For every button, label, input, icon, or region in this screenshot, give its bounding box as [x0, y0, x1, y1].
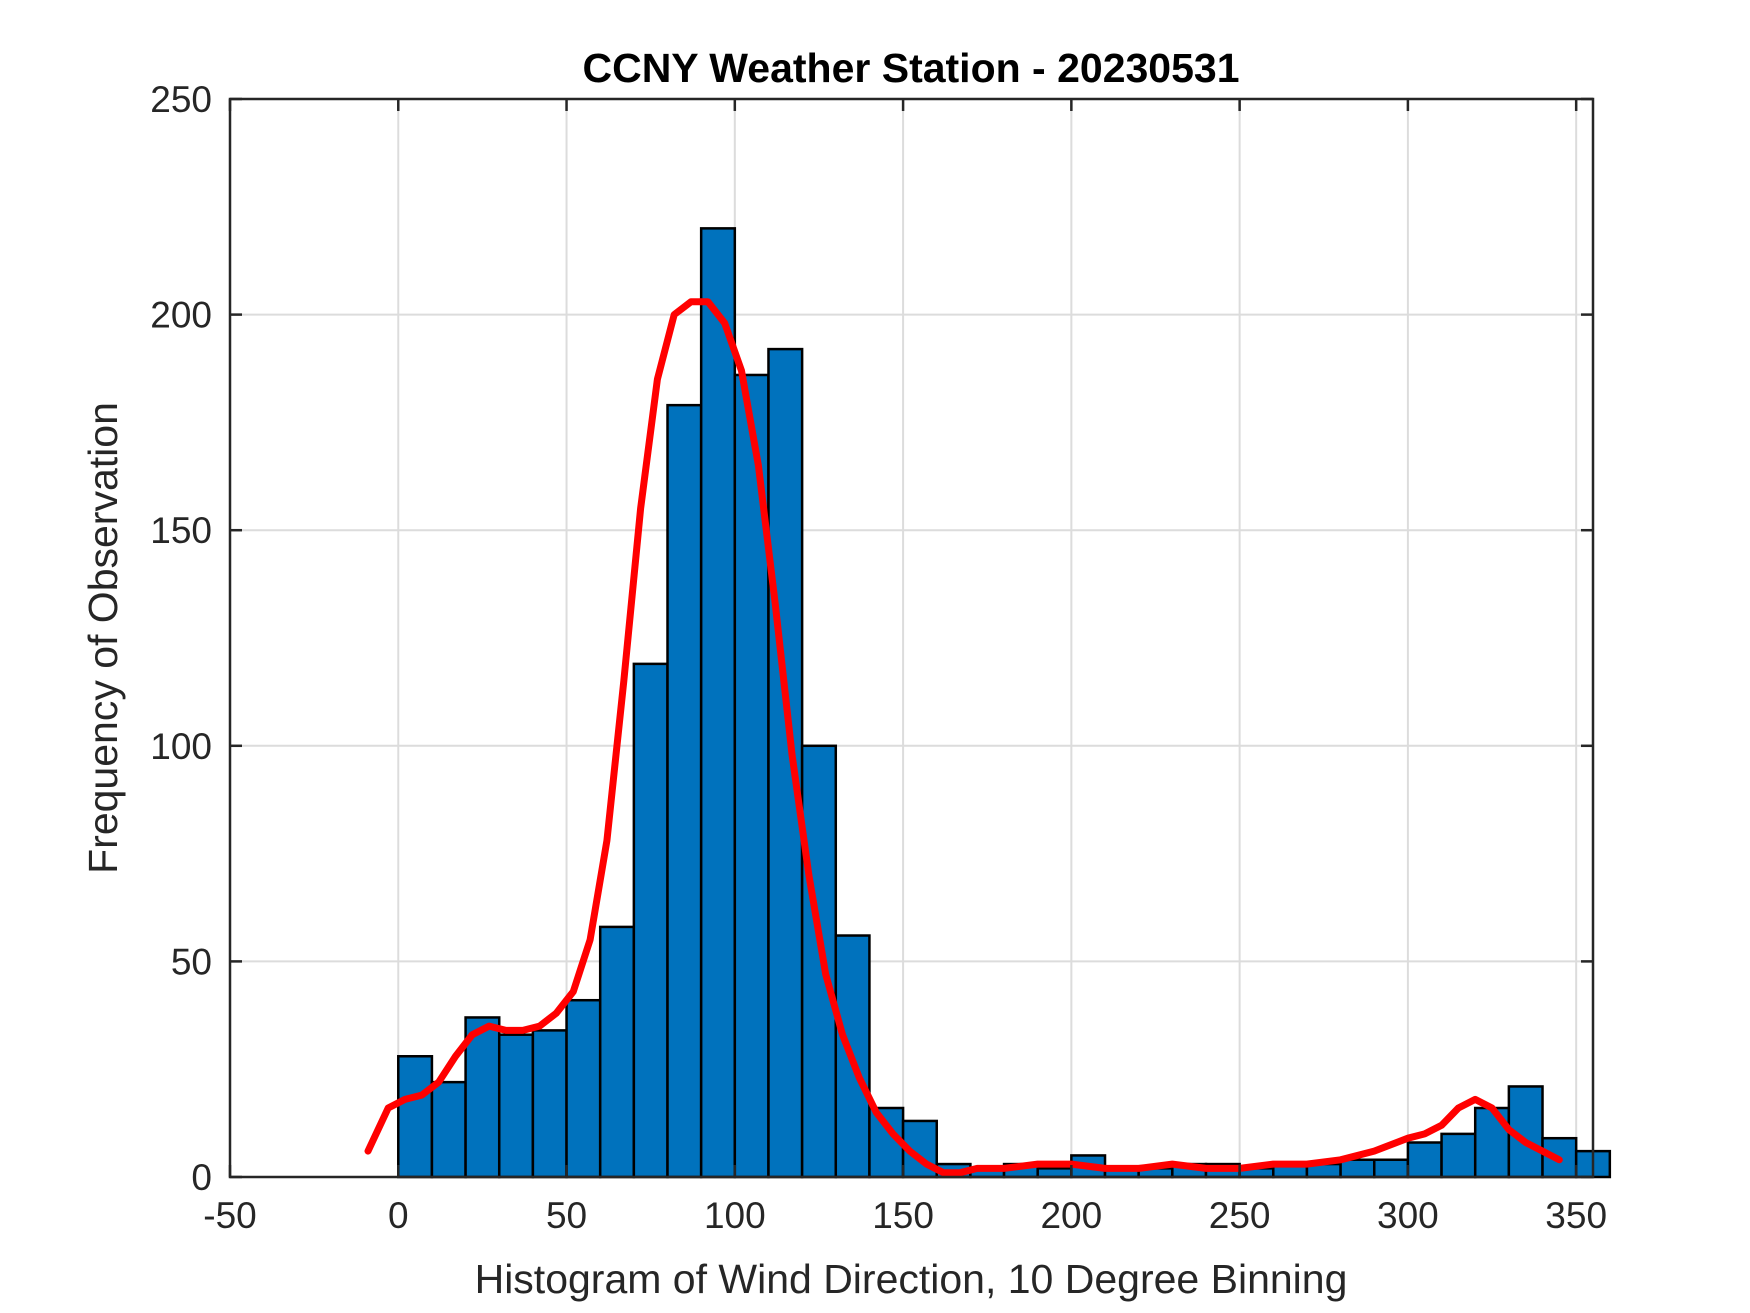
histogram-bar: [397, 1055, 434, 1179]
x-tick-label: 350: [1545, 1195, 1607, 1236]
x-tick-label: 150: [872, 1195, 934, 1236]
histogram-bar: [800, 744, 838, 1179]
y-tick-label: 50: [171, 941, 212, 982]
fit-curve-layer: [364, 298, 1563, 1177]
plot-area: [230, 99, 1593, 1177]
histogram-bar: [598, 925, 636, 1179]
histogram-bar: [1339, 1158, 1376, 1179]
y-axis-label: Frequency of Observation: [80, 402, 126, 874]
histogram-bar: [1440, 1132, 1477, 1179]
x-axis-label: Histogram of Wind Direction, 10 Degree B…: [475, 1256, 1348, 1302]
histogram-bar: [699, 227, 737, 1179]
histogram-bar: [430, 1080, 467, 1179]
histogram-bar: [531, 1029, 568, 1179]
axes: [228, 97, 1595, 1179]
x-tick-label: 200: [1040, 1195, 1102, 1236]
histogram-bar: [767, 347, 804, 1179]
x-tick-label: -50: [203, 1195, 256, 1236]
histogram-bar: [1036, 1167, 1073, 1179]
histogram-bar: [565, 998, 602, 1179]
histogram-bars: [397, 227, 1612, 1179]
y-tick-label: 100: [150, 726, 212, 767]
y-tick-label: 200: [150, 295, 212, 336]
fit-curve-line: [364, 298, 1563, 1177]
x-tick-label: 0: [388, 1195, 409, 1236]
histogram-bar: [666, 403, 703, 1179]
histogram-bar: [497, 1033, 535, 1179]
x-tick-label: 100: [704, 1195, 766, 1236]
chart-title: CCNY Weather Station - 20230531: [582, 45, 1239, 91]
x-tick-label: 250: [1209, 1195, 1271, 1236]
y-tick-label: 150: [150, 510, 212, 551]
histogram-bar: [1406, 1141, 1443, 1179]
y-tick-label: 250: [150, 79, 212, 120]
x-tick-label: 50: [546, 1195, 587, 1236]
axes-box: [228, 97, 1595, 1179]
histogram-bar: [632, 662, 669, 1179]
x-tick-label: 300: [1377, 1195, 1439, 1236]
y-tick-label: 0: [191, 1157, 212, 1198]
histogram-bar: [464, 1016, 501, 1179]
histogram-bar: [1372, 1158, 1410, 1179]
